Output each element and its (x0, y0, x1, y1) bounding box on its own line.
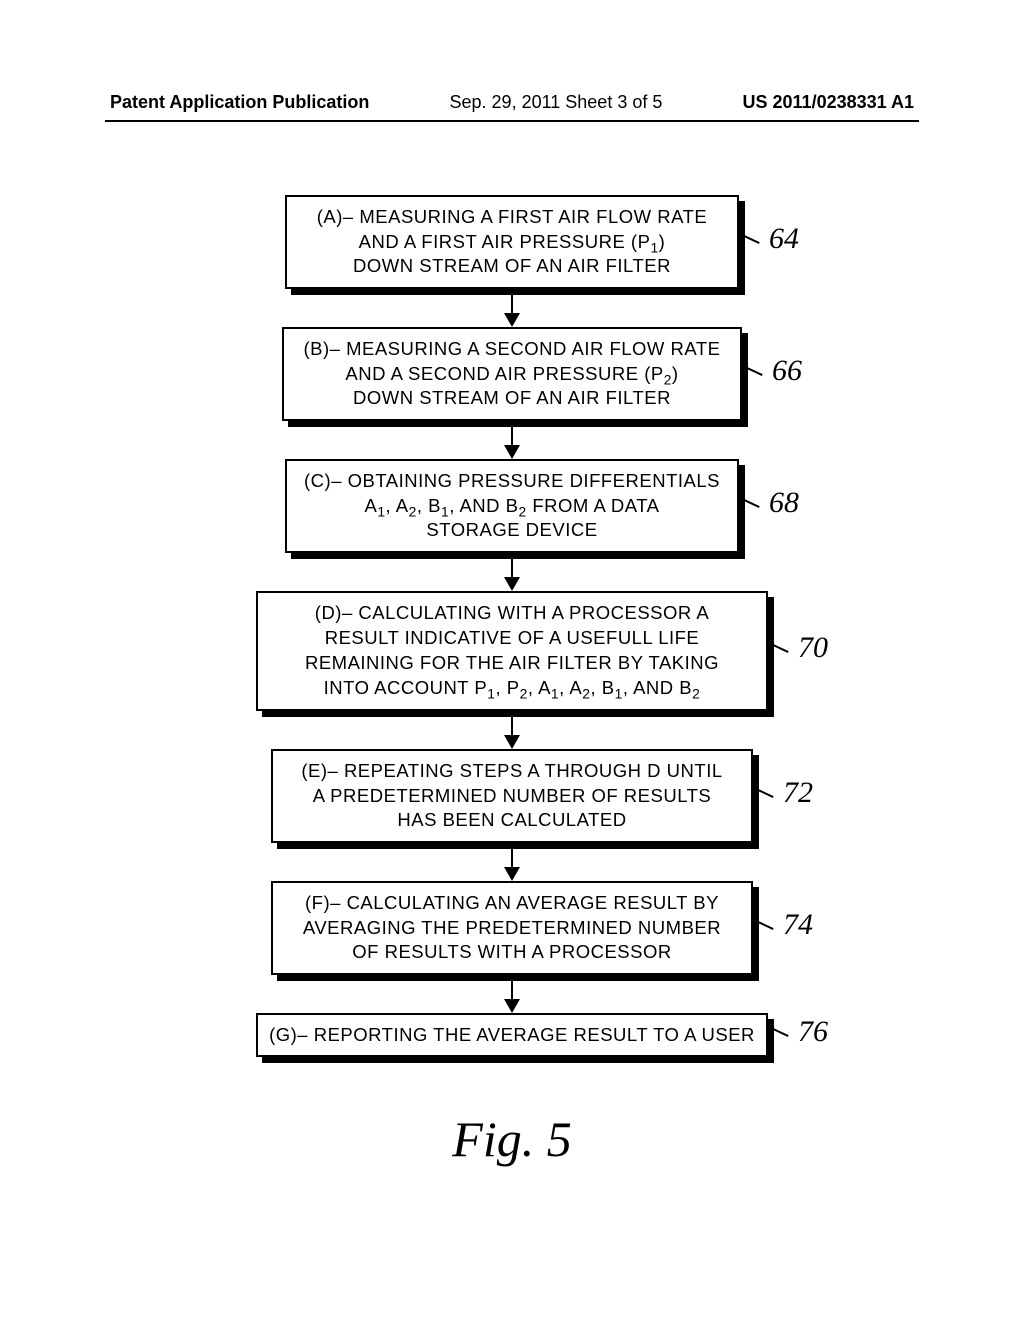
flowchart-box: (D)– CALCULATING WITH A PROCESSOR ARESUL… (256, 591, 768, 711)
flowchart-box-line: REMAINING FOR THE AIR FILTER BY TAKING (264, 651, 760, 676)
flow-arrow (504, 979, 520, 1013)
flowchart-box-line: (A)– MEASURING A FIRST AIR FLOW RATE (293, 205, 731, 230)
flowchart-box: (F)– CALCULATING AN AVERAGE RESULT BYAVE… (271, 881, 753, 975)
arrow-down-icon (504, 577, 520, 591)
flowchart-box-line: (C)– OBTAINING PRESSURE DIFFERENTIALS (293, 469, 731, 494)
flowchart-box-line: (G)– REPORTING THE AVERAGE RESULT TO A U… (264, 1023, 760, 1048)
flowchart-node: (D)– CALCULATING WITH A PROCESSOR ARESUL… (256, 591, 768, 711)
flowchart-box-line: RESULT INDICATIVE OF A USEFULL LIFE (264, 626, 760, 651)
flowchart-box: (A)– MEASURING A FIRST AIR FLOW RATEAND … (285, 195, 739, 289)
flowchart-node: (B)– MEASURING A SECOND AIR FLOW RATEAND… (282, 327, 742, 421)
reference-number: 70 (798, 631, 828, 665)
page-header: Patent Application Publication Sep. 29, … (0, 92, 1024, 113)
flow-arrow (504, 293, 520, 327)
flowchart-box-line: A PREDETERMINED NUMBER OF RESULTS (279, 784, 745, 809)
flow-arrow (504, 715, 520, 749)
flowchart-box: (B)– MEASURING A SECOND AIR FLOW RATEAND… (282, 327, 742, 421)
flowchart-box-line: DOWN STREAM OF AN AIR FILTER (293, 254, 731, 279)
reference-number: 68 (769, 486, 799, 520)
flow-arrow (504, 557, 520, 591)
arrow-down-icon (504, 735, 520, 749)
flowchart-box-line: OF RESULTS WITH A PROCESSOR (279, 940, 745, 965)
flowchart-box-line: AND A SECOND AIR PRESSURE (P2) (290, 362, 734, 387)
flowchart-box-line: HAS BEEN CALCULATED (279, 808, 745, 833)
flow-arrow (504, 425, 520, 459)
header-right: US 2011/0238331 A1 (743, 92, 914, 113)
flowchart-box-line: STORAGE DEVICE (293, 518, 731, 543)
flowchart-box-line: (D)– CALCULATING WITH A PROCESSOR A (264, 601, 760, 626)
arrow-down-icon (504, 999, 520, 1013)
flow-arrow (504, 847, 520, 881)
flowchart: (A)– MEASURING A FIRST AIR FLOW RATEAND … (0, 195, 1024, 1061)
reference-number: 66 (772, 354, 802, 388)
reference-number: 76 (798, 1015, 828, 1049)
reference-number: 64 (769, 222, 799, 256)
flowchart-box-line: AVERAGING THE PREDETERMINED NUMBER (279, 916, 745, 941)
flowchart-node: (E)– REPEATING STEPS A THROUGH D UNTILA … (271, 749, 753, 843)
flowchart-box-line: (E)– REPEATING STEPS A THROUGH D UNTIL (279, 759, 745, 784)
header-center: Sep. 29, 2011 Sheet 3 of 5 (450, 92, 663, 113)
flowchart-box-line: INTO ACCOUNT P1, P2, A1, A2, B1, AND B2 (264, 676, 760, 701)
flowchart-node: (G)– REPORTING THE AVERAGE RESULT TO A U… (256, 1013, 768, 1057)
flowchart-box-line: AND A FIRST AIR PRESSURE (P1) (293, 230, 731, 255)
flowchart-box-line: (B)– MEASURING A SECOND AIR FLOW RATE (290, 337, 734, 362)
arrow-down-icon (504, 867, 520, 881)
flowchart-box-line: (F)– CALCULATING AN AVERAGE RESULT BY (279, 891, 745, 916)
flowchart-node: (F)– CALCULATING AN AVERAGE RESULT BYAVE… (271, 881, 753, 975)
reference-number: 74 (783, 908, 813, 942)
flowchart-node: (C)– OBTAINING PRESSURE DIFFERENTIALSA1,… (285, 459, 739, 553)
flowchart-box: (E)– REPEATING STEPS A THROUGH D UNTILA … (271, 749, 753, 843)
flowchart-box: (C)– OBTAINING PRESSURE DIFFERENTIALSA1,… (285, 459, 739, 553)
flowchart-box-line: DOWN STREAM OF AN AIR FILTER (290, 386, 734, 411)
header-rule (105, 120, 919, 122)
reference-number: 72 (783, 776, 813, 810)
flowchart-box-line: A1, A2, B1, AND B2 FROM A DATA (293, 494, 731, 519)
arrow-down-icon (504, 445, 520, 459)
arrow-down-icon (504, 313, 520, 327)
flowchart-node: (A)– MEASURING A FIRST AIR FLOW RATEAND … (285, 195, 739, 289)
header-left: Patent Application Publication (110, 92, 369, 113)
figure-label: Fig. 5 (0, 1110, 1024, 1168)
flowchart-box: (G)– REPORTING THE AVERAGE RESULT TO A U… (256, 1013, 768, 1057)
